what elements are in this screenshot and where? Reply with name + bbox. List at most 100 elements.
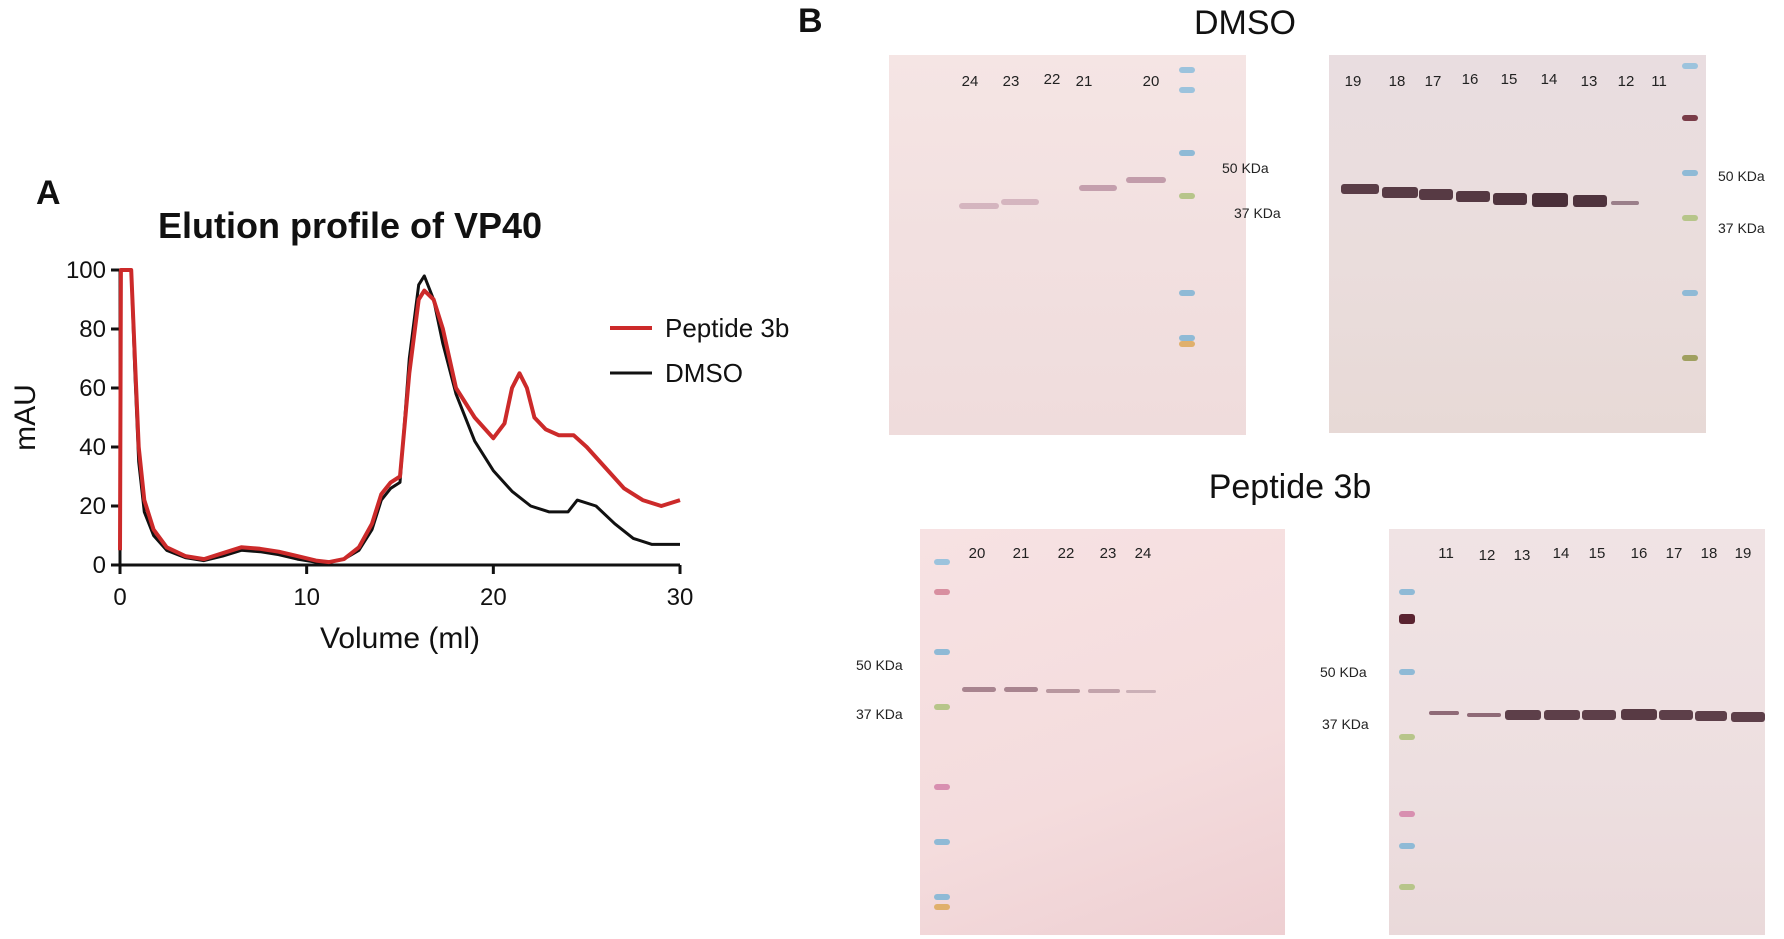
chart-legend: Peptide 3b DMSO: [610, 313, 789, 388]
panel-b-label: B: [798, 2, 823, 40]
x-tick-label: 0: [113, 584, 126, 611]
series-line-peptide-3b: [118, 268, 681, 565]
ladder-band: [934, 589, 950, 595]
legend-label-peptide-3b: Peptide 3b: [665, 313, 789, 343]
ladder-band: [934, 704, 950, 710]
protein-band: [1731, 712, 1765, 722]
protein-band: [962, 687, 996, 692]
chart-series: [118, 268, 681, 565]
lane-number: 11: [1438, 545, 1454, 562]
lane-number: 12: [1617, 73, 1635, 90]
marker-label-37kda: 37 KDa: [856, 706, 903, 722]
marker-label-50kda: 50 KDa: [856, 657, 903, 673]
protein-band: [1004, 687, 1038, 692]
protein-band: [1456, 191, 1490, 202]
protein-band: [1505, 710, 1541, 720]
ladder-band: [1682, 115, 1698, 121]
protein-band: [1079, 185, 1117, 191]
marker-label-50kda: 50 KDa: [1222, 160, 1269, 176]
ladder-band: [1179, 67, 1195, 73]
protein-band: [1611, 201, 1639, 205]
protein-band: [1544, 710, 1580, 720]
western-blot-dmso-2: 19 18 17 16 15 14 13 12 11: [1329, 55, 1706, 433]
protein-band: [1088, 689, 1120, 693]
marker-label-37kda: 37 KDa: [1234, 205, 1281, 221]
ladder-band: [934, 904, 950, 910]
ladder-band: [1682, 290, 1698, 296]
y-tick-label: 0: [93, 552, 106, 579]
chart-axes: 0 20 40 60 80 100 0 10 20 30 Volume (ml) mAU: [9, 257, 693, 655]
ladder-band: [1179, 335, 1195, 341]
ladder-band: [1179, 150, 1195, 156]
lane-number: 24: [961, 73, 979, 90]
x-tick-label: 20: [480, 584, 507, 611]
ladder-band: [934, 894, 950, 900]
protein-band: [1429, 711, 1459, 715]
western-blot-peptide-1: 20 21 22 23 24: [920, 529, 1285, 935]
lane-number: 14: [1552, 545, 1570, 562]
ladder-band: [1179, 193, 1195, 199]
marker-label-50kda: 50 KDa: [1320, 664, 1367, 680]
lane-number: 20: [968, 545, 986, 562]
lane-number: 23: [1099, 545, 1117, 562]
series-line-dmso: [118, 268, 680, 564]
elution-chart: 0 20 40 60 80 100 0 10 20 30 Volume (ml) mAU Peptid…: [9, 257, 789, 655]
lane-number: 19: [1734, 545, 1752, 562]
ladder-band: [1682, 355, 1698, 361]
y-tick-label: 100: [66, 257, 106, 284]
protein-band: [1573, 195, 1607, 207]
y-tick-label: 40: [79, 434, 106, 461]
protein-band: [1341, 184, 1379, 194]
dmso-group-heading: DMSO: [1194, 4, 1296, 42]
ladder-band: [1399, 589, 1415, 595]
lane-number: 24: [1134, 545, 1152, 562]
lane-number: 14: [1540, 71, 1558, 88]
panel-a-label: A: [36, 174, 61, 212]
ladder-band: [1682, 170, 1698, 176]
lane-number: 23: [1002, 73, 1020, 90]
ladder-band: [1399, 811, 1415, 817]
protein-band: [1493, 193, 1527, 205]
lane-number: 16: [1461, 71, 1479, 88]
ladder-band: [1399, 734, 1415, 740]
protein-band: [1621, 709, 1657, 720]
lane-number: 12: [1478, 547, 1496, 564]
y-axis-title: mAU: [9, 384, 42, 451]
protein-band: [1695, 711, 1727, 721]
lane-number: 15: [1500, 71, 1518, 88]
western-blot-dmso-1: 24 23 22 21 20: [889, 55, 1246, 435]
lane-number: 20: [1142, 73, 1160, 90]
lane-number: 21: [1075, 73, 1093, 90]
marker-label-37kda: 37 KDa: [1718, 220, 1765, 236]
ladder-band: [1399, 614, 1415, 624]
protein-band: [1582, 710, 1616, 720]
protein-band: [1467, 713, 1501, 717]
lane-number: 19: [1344, 73, 1362, 90]
ladder-band: [934, 559, 950, 565]
lane-number: 13: [1513, 547, 1531, 564]
lane-number: 11: [1651, 73, 1667, 90]
western-blot-peptide-2: 11 12 13 14 15 16 17 18 19: [1389, 529, 1765, 935]
lane-number: 18: [1388, 73, 1406, 90]
legend-label-dmso: DMSO: [665, 358, 743, 388]
protein-band: [1419, 189, 1453, 200]
ladder-band: [934, 784, 950, 790]
protein-band: [1532, 193, 1568, 207]
lane-number: 22: [1043, 71, 1061, 88]
lane-number: 17: [1424, 73, 1442, 90]
chart-title: Elution profile of VP40: [157, 205, 543, 246]
ladder-band: [1399, 843, 1415, 849]
x-tick-label: 30: [667, 584, 694, 611]
lane-number: 17: [1665, 545, 1683, 562]
y-tick-label: 60: [79, 375, 106, 402]
ladder-band: [1179, 87, 1195, 93]
ladder-band: [1399, 884, 1415, 890]
protein-band: [1046, 689, 1080, 693]
ladder-band: [1399, 669, 1415, 675]
protein-band: [1382, 187, 1418, 198]
protein-band: [1659, 710, 1693, 720]
lane-number: 15: [1588, 545, 1606, 562]
protein-band: [1126, 177, 1166, 183]
lane-number: 13: [1580, 73, 1598, 90]
ladder-band: [1179, 341, 1195, 347]
